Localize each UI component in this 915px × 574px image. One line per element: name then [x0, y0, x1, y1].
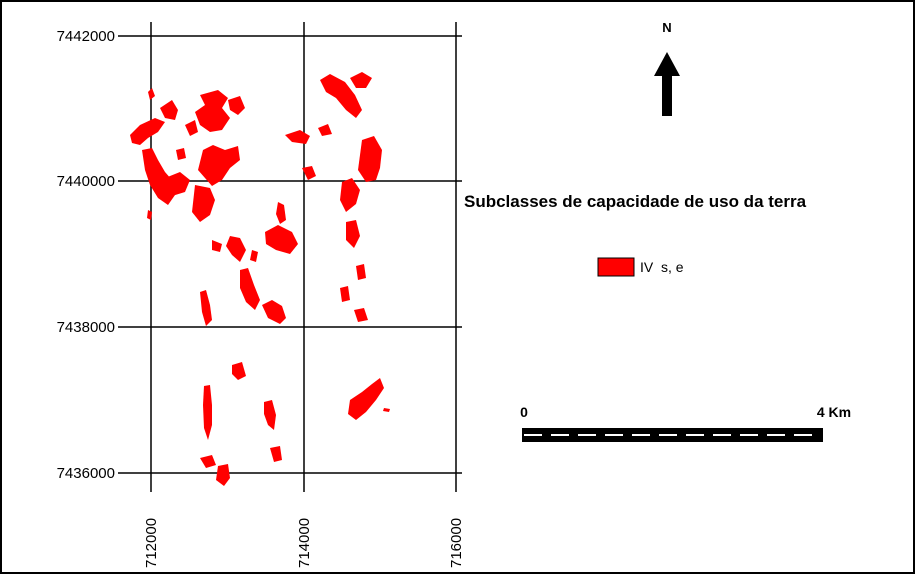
map-patch: [356, 264, 366, 280]
map-patch: [216, 464, 230, 486]
map-patch: [285, 130, 310, 144]
map-patch: [276, 202, 286, 224]
legend-title: Subclasses de capacidade de uso da terra: [464, 192, 807, 211]
map-patch: [240, 268, 260, 310]
map-patch: [165, 172, 190, 196]
x-tick-label-714000: 714000: [296, 518, 313, 568]
map-patch: [228, 96, 245, 115]
map-patch: [212, 240, 222, 252]
map-patch: [200, 290, 212, 326]
map-patch: [226, 236, 246, 262]
map-patch: [250, 250, 258, 262]
map-patch: [270, 446, 282, 462]
map-patch: [348, 378, 384, 420]
grid-lines: [118, 22, 462, 492]
map-patch: [320, 74, 362, 118]
map-patch: [200, 455, 216, 468]
map-patch: [192, 185, 215, 222]
x-tick-label-716000: 716000: [448, 518, 465, 568]
north-arrow-icon: [654, 52, 680, 116]
map-patch: [176, 148, 186, 160]
map-patch: [265, 225, 298, 254]
map-patch: [340, 178, 360, 212]
y-tick-label-7436000: 7436000: [57, 465, 115, 482]
y-tick-label-7440000: 7440000: [57, 173, 115, 190]
map-patch: [185, 120, 198, 136]
map-patch: [302, 166, 316, 180]
map-patch: [383, 408, 390, 412]
map-patch: [354, 308, 368, 322]
map-patch: [264, 400, 276, 430]
map-patch: [203, 385, 212, 440]
map-patch: [232, 362, 246, 380]
y-tick-label-7438000: 7438000: [57, 319, 115, 336]
map-patch: [318, 124, 332, 136]
map-patch: [195, 90, 230, 132]
map-patch: [148, 88, 155, 100]
scale-bar-end-label: 4 Km: [817, 404, 851, 420]
y-tick-label-7442000: 7442000: [57, 28, 115, 45]
map-patch: [340, 286, 350, 302]
scale-bar-start-label: 0: [520, 404, 528, 420]
map-patch: [358, 136, 382, 182]
map-patch: [198, 145, 240, 186]
map-patch: [130, 118, 165, 145]
legend-item-label: IV s, e: [640, 259, 684, 275]
map-patch: [262, 300, 286, 324]
land-use-patches: [130, 72, 390, 486]
north-label: N: [662, 20, 671, 35]
map-patch: [346, 220, 360, 248]
map-patch: [160, 100, 178, 120]
legend-swatch: [597, 257, 635, 277]
x-tick-label-712000: 712000: [143, 518, 160, 568]
map-patch: [147, 210, 152, 220]
map-patch: [350, 72, 372, 88]
map-patch: [142, 148, 175, 205]
north-arrow: N: [654, 20, 680, 116]
scale-bar: 0 4 Km: [520, 404, 851, 442]
